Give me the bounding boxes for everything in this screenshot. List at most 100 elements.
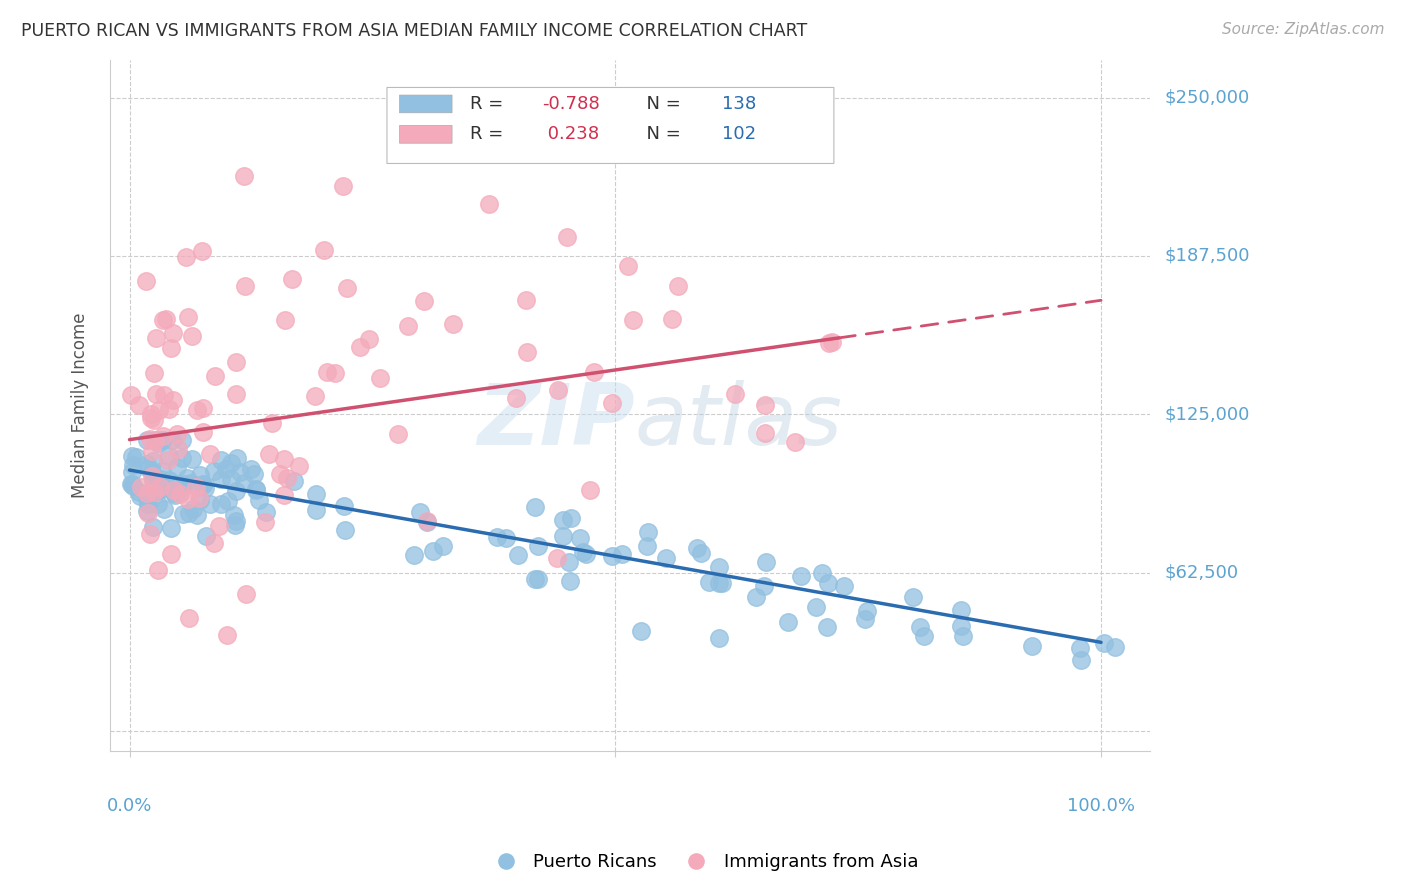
Point [443,317,465,331]
Point [200,447,222,461]
Point [617,259,640,273]
Point [193,401,215,416]
Point [516,345,538,359]
Point [155,311,177,326]
Point [166,459,188,474]
Point [242,467,264,481]
Point [254,515,277,529]
Point [209,452,232,467]
Point [146,479,169,493]
Point [856,603,879,617]
Point [273,488,295,502]
Point [146,497,169,511]
Point [357,332,380,346]
FancyBboxPatch shape [399,95,453,112]
Point [368,371,391,385]
Point [148,433,170,447]
Point [817,575,839,590]
Point [202,465,225,479]
Point [121,449,143,463]
Point [304,389,326,403]
Point [172,451,194,466]
Point [817,620,839,634]
Point [276,471,298,485]
Point [163,483,186,497]
Point [707,576,730,591]
Point [146,436,169,450]
Point [610,547,633,561]
Point [273,313,295,327]
Point [630,624,652,638]
Point [333,523,356,537]
Point [224,518,246,533]
Point [136,503,159,517]
Point [128,398,150,412]
Point [655,551,678,566]
Text: 138: 138 [723,95,756,113]
Point [198,497,221,511]
Point [1104,640,1126,655]
Point [167,477,190,491]
Point [160,547,183,561]
Point [903,590,925,604]
Point [523,572,546,586]
Point [142,519,165,533]
Point [177,507,200,521]
Point [177,611,200,625]
Point [136,491,159,506]
Point [188,492,211,507]
Point [228,465,250,479]
Point [120,388,142,402]
Point [204,369,226,384]
Point [139,408,162,422]
Point [412,293,434,308]
Point [818,336,841,351]
Point [233,169,256,184]
Point [173,477,195,491]
Point [245,483,267,497]
Point [194,481,217,495]
Point [148,403,170,417]
Point [142,367,165,381]
Text: $250,000: $250,000 [1164,88,1250,107]
Point [950,602,973,616]
Text: $62,500: $62,500 [1164,564,1239,582]
Point [288,459,311,474]
Point [283,474,305,488]
Point [398,318,420,333]
Point [145,331,167,345]
Point [152,388,174,402]
Y-axis label: Median Family Income: Median Family Income [72,313,89,499]
Text: -0.788: -0.788 [543,95,600,113]
Point [225,451,247,466]
Point [312,243,335,257]
Point [571,545,593,559]
Point [180,451,202,466]
Point [422,544,444,558]
Point [754,426,776,441]
Point [165,488,187,502]
Point [204,536,226,550]
Point [143,434,166,448]
FancyBboxPatch shape [387,87,834,163]
Point [547,383,569,397]
Point [495,531,517,545]
Point [209,497,232,511]
Point [524,500,547,514]
Point [912,629,935,643]
Point [153,502,176,516]
Point [125,450,148,464]
Point [143,413,166,427]
Point [478,197,501,211]
Point [636,539,658,553]
Point [709,631,731,645]
Point [186,402,208,417]
Point [273,451,295,466]
Point [166,442,188,457]
Point [188,468,211,483]
Point [217,494,239,508]
Point [121,458,143,473]
Point [336,281,359,295]
Point [754,578,776,592]
Point [409,95,432,110]
